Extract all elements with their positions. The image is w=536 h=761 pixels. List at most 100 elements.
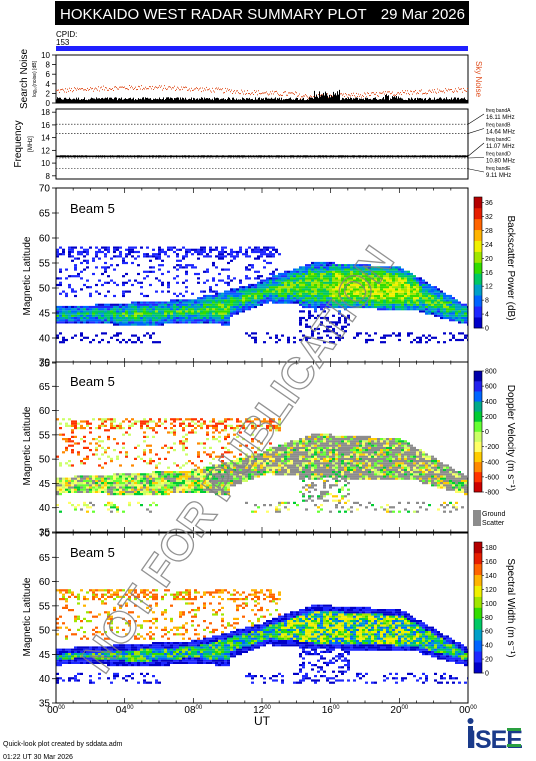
- data-cell: [269, 277, 272, 280]
- data-cell: [131, 303, 134, 306]
- data-cell: [200, 312, 203, 315]
- sky-noise-point: [153, 89, 154, 91]
- data-cell: [251, 455, 254, 458]
- data-cell: [257, 462, 260, 465]
- data-cell: [329, 283, 332, 287]
- sky-noise-point: [296, 92, 297, 94]
- data-cell: [206, 301, 209, 304]
- data-cell: [287, 336, 290, 339]
- data-cell: [275, 250, 278, 254]
- data-cell: [128, 305, 131, 309]
- data-cell: [215, 468, 218, 471]
- data-cell: [101, 475, 104, 478]
- data-cell: [326, 294, 329, 298]
- data-cell: [119, 255, 122, 258]
- sky-noise-point: [94, 88, 95, 90]
- data-cell: [266, 449, 269, 452]
- data-cell: [353, 292, 356, 295]
- data-cell: [308, 290, 311, 293]
- sky-noise-point: [362, 94, 363, 96]
- data-cell: [260, 279, 263, 282]
- data-cell: [116, 479, 119, 482]
- data-cell: [245, 473, 248, 476]
- sky-noise-point: [178, 87, 179, 89]
- data-cell: [194, 305, 197, 309]
- data-cell: [86, 286, 89, 289]
- data-cell: [383, 279, 386, 282]
- data-cell: [395, 308, 398, 311]
- data-cell: [284, 468, 287, 471]
- data-cell: [59, 479, 62, 482]
- data-cell: [68, 253, 71, 256]
- data-cell: [278, 299, 281, 302]
- data-cell: [92, 453, 95, 456]
- sky-noise-point: [391, 92, 392, 94]
- data-cell: [80, 277, 83, 280]
- freq-ylabel-sub: [MHz]: [28, 136, 34, 152]
- data-cell: [392, 272, 395, 276]
- data-cell: [398, 277, 401, 280]
- data-cell: [107, 303, 110, 306]
- freq-sample: [293, 155, 294, 158]
- data-cell: [191, 292, 194, 295]
- data-cell: [131, 484, 134, 487]
- data-cell: [266, 288, 269, 291]
- data-cell: [233, 297, 236, 300]
- data-cell: [335, 277, 338, 280]
- data-cell: [89, 479, 92, 482]
- data-cell: [71, 479, 74, 482]
- data-cell: [401, 305, 404, 309]
- data-cell: [314, 286, 317, 289]
- data-cell: [146, 314, 149, 317]
- data-cell: [233, 301, 236, 304]
- data-cell: [224, 301, 227, 304]
- data-cell: [266, 420, 269, 423]
- data-cell: [338, 277, 341, 280]
- data-cell: [251, 468, 254, 471]
- data-cell: [338, 292, 341, 295]
- data-cell: [341, 286, 344, 289]
- data-cell: [182, 442, 185, 445]
- data-cell: [293, 290, 296, 293]
- data-cell: [461, 338, 464, 342]
- data-cell: [59, 462, 62, 465]
- sky-noise-point: [421, 89, 422, 91]
- data-cell: [314, 279, 317, 282]
- data-cell: [347, 303, 350, 306]
- freq-sample: [259, 155, 260, 158]
- data-cell: [65, 308, 68, 311]
- data-cell: [218, 253, 221, 256]
- data-cell: [71, 310, 74, 313]
- sky-noise-point: [456, 90, 457, 92]
- data-cell: [194, 418, 197, 421]
- data-cell: [227, 305, 230, 309]
- data-cell: [326, 316, 329, 320]
- data-cell: [152, 429, 155, 432]
- data-cell: [191, 314, 194, 317]
- data-cell: [338, 288, 341, 291]
- data-cell: [230, 479, 233, 482]
- freq-sample: [188, 155, 189, 158]
- data-cell: [464, 310, 467, 313]
- data-cell: [173, 305, 176, 309]
- data-cell: [371, 292, 374, 295]
- data-cell: [284, 283, 287, 287]
- data-cell: [269, 261, 272, 265]
- data-cell: [233, 292, 236, 295]
- data-cell: [335, 292, 338, 295]
- data-cell: [269, 457, 272, 460]
- data-cell: [311, 334, 314, 337]
- freq-sample: [141, 155, 142, 158]
- data-cell: [185, 299, 188, 302]
- data-cell: [284, 453, 287, 456]
- data-cell: [203, 310, 206, 313]
- freq-sample: [250, 155, 251, 158]
- data-cell: [56, 248, 59, 251]
- data-cell: [101, 420, 104, 423]
- data-cell: [206, 316, 209, 320]
- data-cell: [329, 279, 332, 282]
- data-cell: [200, 473, 203, 476]
- data-cell: [374, 288, 377, 291]
- data-cell: [95, 250, 98, 254]
- data-cell: [209, 462, 212, 465]
